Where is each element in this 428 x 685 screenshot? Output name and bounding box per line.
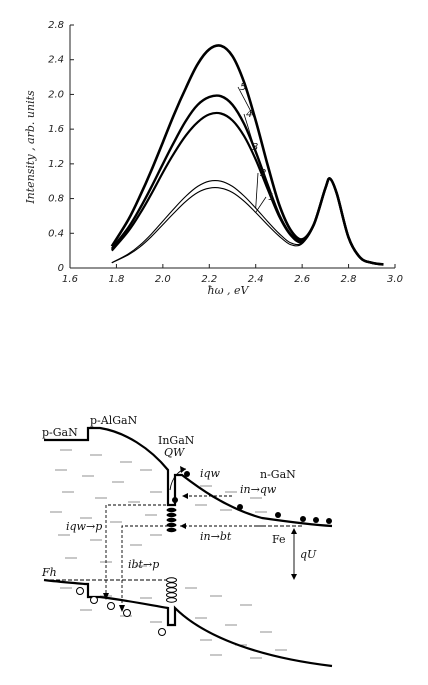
x-tick-label: 2.0 (155, 274, 171, 285)
valence-band-line (43, 578, 333, 668)
label-qw: QW (164, 446, 186, 459)
y-tick-label: 0.4 (48, 228, 64, 239)
curve-leader-2 (255, 172, 259, 209)
electrons (172, 471, 332, 524)
curve-label-4: 4 (246, 109, 252, 120)
label-qu: qU (300, 548, 317, 561)
x-tick-label: 2.6 (294, 274, 310, 285)
x-axis-title: ħω , eV (208, 284, 250, 297)
y-ticks: 0 0.4 0.8 1.2 1.6 2.0 2.4 2.8 (48, 20, 74, 274)
y-tick-label: 2.0 (48, 89, 64, 100)
x-tick-label: 2.4 (248, 274, 264, 285)
curve-label-2: 2 (260, 168, 266, 179)
x-tick-label: 3.0 (387, 274, 403, 285)
current-arrows (44, 468, 304, 610)
label-p-gan: p-GaN (42, 426, 78, 439)
qw-hole-levels (166, 577, 177, 603)
label-fh: Fh (41, 566, 57, 579)
spectrum-chart: 0 0.4 0.8 1.2 1.6 2.0 2.4 2.8 1.6 1.8 2.0 2.2 2.4 2.… (24, 20, 403, 297)
curve-3 (110, 111, 384, 266)
x-ticks: 1.6 1.8 2.0 2.2 2.4 2.6 2.8 3.0 (62, 264, 403, 285)
x-tick-label: 1.8 (108, 274, 124, 285)
arrow-iqw-p (105, 504, 166, 598)
conduction-band-line (44, 426, 333, 528)
band-diagram: p-GaN p-AlGaN InGaN QW n-GaN iqw in→qw i… (41, 414, 333, 668)
y-tick-label: 2.8 (48, 20, 64, 31)
holes (76, 587, 166, 636)
label-i-qw: iqw (200, 467, 221, 480)
arrow-iqw (169, 468, 187, 491)
label-n-gan: n-GaN (260, 468, 296, 481)
curve-label-5: 5 (240, 82, 246, 93)
curve-leader-3 (249, 146, 257, 160)
y-tick-label: 0 (58, 263, 64, 274)
arrow-heads (103, 466, 297, 612)
y-tick-label: 1.2 (48, 159, 64, 170)
curve-4 (110, 94, 384, 266)
y-tick-label: 2.4 (48, 55, 64, 66)
arrow-ibt-p (121, 525, 168, 610)
label-ingan: InGaN (158, 434, 195, 447)
curve-leader-5 (237, 86, 257, 121)
curve-label-3: 3 (252, 142, 258, 153)
label-fe: Fe (272, 533, 286, 546)
label-i-qw-p: iqw→p (66, 520, 102, 533)
y-tick-label: 0.8 (48, 194, 64, 205)
curve-label-1: 1 (268, 192, 274, 203)
label-i-n-qw: in→qw (240, 483, 277, 496)
label-i-n-bt: in→bt (200, 530, 232, 543)
x-tick-label: 2.2 (201, 274, 217, 285)
x-tick-label: 2.8 (341, 274, 357, 285)
spectrum-curves (110, 44, 384, 266)
label-i-bt-p: ibt→p (128, 558, 159, 571)
curve-5 (110, 44, 384, 266)
curve-leader-4 (243, 113, 257, 152)
label-p-algan: p-AlGaN (90, 414, 138, 427)
y-tick-label: 1.6 (48, 124, 64, 135)
curve-leader-1 (255, 196, 267, 213)
curve-labels: 1 2 3 4 5 (237, 82, 274, 213)
qw-electron-levels (166, 507, 177, 533)
x-tick-label: 1.6 (62, 274, 78, 285)
y-axis-title: Intensity , arb. units (24, 90, 37, 205)
